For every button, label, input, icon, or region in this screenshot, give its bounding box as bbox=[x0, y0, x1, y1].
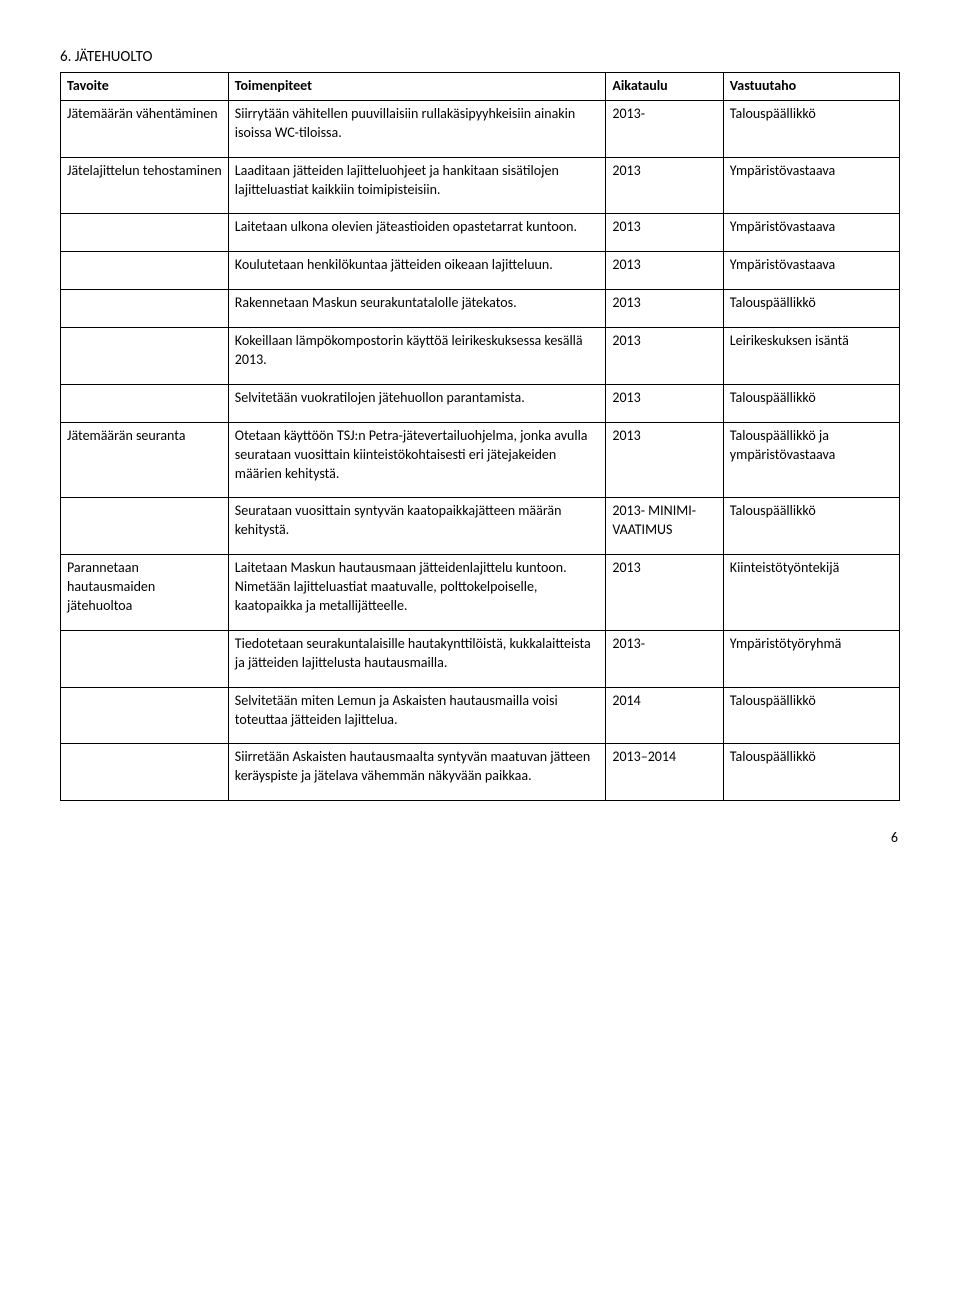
table-body: Jätemäärän vähentäminen Siirrytään vähit… bbox=[61, 100, 900, 800]
table-row: Jätelajittelun tehostaminen Laaditaan jä… bbox=[61, 157, 900, 214]
table-row: Rakennetaan Maskun seurakuntatalolle jät… bbox=[61, 290, 900, 328]
cell-tavoite bbox=[61, 630, 229, 687]
cell-aikataulu: 2013 bbox=[606, 384, 723, 422]
cell-tavoite: Jätemäärän vähentäminen bbox=[61, 100, 229, 157]
col-vastuutaho: Vastuutaho bbox=[723, 73, 899, 101]
cell-toimenpiteet: Siirretään Askaisten hautausmaalta synty… bbox=[228, 744, 606, 801]
table-row: Tiedotetaan seurakuntalaisille hautakynt… bbox=[61, 630, 900, 687]
cell-vastuutaho: Talouspäällikkö bbox=[723, 498, 899, 555]
cell-toimenpiteet: Laitetaan ulkona olevien jäteastioiden o… bbox=[228, 214, 606, 252]
cell-tavoite: Jätemäärän seuranta bbox=[61, 422, 229, 498]
cell-vastuutaho: Ympäristötyöryhmä bbox=[723, 630, 899, 687]
table-row: Jätemäärän seuranta Otetaan käyttöön TSJ… bbox=[61, 422, 900, 498]
cell-aikataulu: 2013 bbox=[606, 290, 723, 328]
cell-vastuutaho: Talouspäällikkö bbox=[723, 100, 899, 157]
cell-vastuutaho: Ympäristövastaava bbox=[723, 214, 899, 252]
cell-aikataulu: 2013 bbox=[606, 328, 723, 385]
cell-tavoite bbox=[61, 328, 229, 385]
cell-toimenpiteet: Selvitetään vuokratilojen jätehuollon pa… bbox=[228, 384, 606, 422]
cell-aikataulu: 2013 bbox=[606, 214, 723, 252]
cell-toimenpiteet: Seurataan vuosittain syntyvän kaatopaikk… bbox=[228, 498, 606, 555]
section-heading: 6. JÄTEHUOLTO bbox=[60, 48, 900, 66]
cell-aikataulu: 2013 bbox=[606, 252, 723, 290]
table-row: Selvitetään miten Lemun ja Askaisten hau… bbox=[61, 687, 900, 744]
waste-mgmt-table: Tavoite Toimenpiteet Aikataulu Vastuutah… bbox=[60, 72, 900, 801]
cell-vastuutaho: Talouspäällikkö bbox=[723, 687, 899, 744]
col-toimenpiteet: Toimenpiteet bbox=[228, 73, 606, 101]
cell-toimenpiteet: Laaditaan jätteiden lajitteluohjeet ja h… bbox=[228, 157, 606, 214]
cell-vastuutaho: Talouspäällikkö ja ympäristövastaava bbox=[723, 422, 899, 498]
cell-toimenpiteet: Otetaan käyttöön TSJ:n Petra-jätevertail… bbox=[228, 422, 606, 498]
cell-aikataulu: 2013 bbox=[606, 555, 723, 631]
cell-toimenpiteet: Tiedotetaan seurakuntalaisille hautakynt… bbox=[228, 630, 606, 687]
cell-aikataulu: 2013 bbox=[606, 157, 723, 214]
col-aikataulu: Aikataulu bbox=[606, 73, 723, 101]
cell-tavoite bbox=[61, 252, 229, 290]
cell-toimenpiteet: Laitetaan Maskun hautausmaan jätteidenla… bbox=[228, 555, 606, 631]
cell-aikataulu: 2013 bbox=[606, 422, 723, 498]
cell-toimenpiteet: Siirrytään vähitellen puuvillaisiin rull… bbox=[228, 100, 606, 157]
cell-aikataulu: 2013- MINIMI-VAATIMUS bbox=[606, 498, 723, 555]
table-header-row: Tavoite Toimenpiteet Aikataulu Vastuutah… bbox=[61, 73, 900, 101]
cell-vastuutaho: Talouspäällikkö bbox=[723, 744, 899, 801]
cell-toimenpiteet: Selvitetään miten Lemun ja Askaisten hau… bbox=[228, 687, 606, 744]
cell-tavoite bbox=[61, 498, 229, 555]
cell-aikataulu: 2013- bbox=[606, 100, 723, 157]
cell-tavoite bbox=[61, 744, 229, 801]
table-row: Laitetaan ulkona olevien jäteastioiden o… bbox=[61, 214, 900, 252]
col-tavoite: Tavoite bbox=[61, 73, 229, 101]
cell-tavoite: Jätelajittelun tehostaminen bbox=[61, 157, 229, 214]
cell-toimenpiteet: Koulutetaan henkilökuntaa jätteiden oike… bbox=[228, 252, 606, 290]
cell-vastuutaho: Ympäristövastaava bbox=[723, 252, 899, 290]
cell-tavoite bbox=[61, 384, 229, 422]
cell-toimenpiteet: Kokeillaan lämpökompostorin käyttöä leir… bbox=[228, 328, 606, 385]
cell-tavoite: Parannetaan hautausmaiden jätehuoltoa bbox=[61, 555, 229, 631]
cell-tavoite bbox=[61, 290, 229, 328]
table-row: Selvitetään vuokratilojen jätehuollon pa… bbox=[61, 384, 900, 422]
table-row: Parannetaan hautausmaiden jätehuoltoa La… bbox=[61, 555, 900, 631]
cell-tavoite bbox=[61, 214, 229, 252]
cell-vastuutaho: Talouspäällikkö bbox=[723, 384, 899, 422]
cell-vastuutaho: Talouspäällikkö bbox=[723, 290, 899, 328]
cell-aikataulu: 2013–2014 bbox=[606, 744, 723, 801]
cell-aikataulu: 2013- bbox=[606, 630, 723, 687]
page-number: 6 bbox=[60, 829, 900, 846]
cell-vastuutaho: Leirikeskuksen isäntä bbox=[723, 328, 899, 385]
table-row: Jätemäärän vähentäminen Siirrytään vähit… bbox=[61, 100, 900, 157]
table-row: Siirretään Askaisten hautausmaalta synty… bbox=[61, 744, 900, 801]
table-row: Koulutetaan henkilökuntaa jätteiden oike… bbox=[61, 252, 900, 290]
cell-aikataulu: 2014 bbox=[606, 687, 723, 744]
cell-vastuutaho: Ympäristövastaava bbox=[723, 157, 899, 214]
cell-tavoite bbox=[61, 687, 229, 744]
table-row: Kokeillaan lämpökompostorin käyttöä leir… bbox=[61, 328, 900, 385]
table-row: Seurataan vuosittain syntyvän kaatopaikk… bbox=[61, 498, 900, 555]
cell-toimenpiteet: Rakennetaan Maskun seurakuntatalolle jät… bbox=[228, 290, 606, 328]
cell-vastuutaho: Kiinteistötyöntekijä bbox=[723, 555, 899, 631]
